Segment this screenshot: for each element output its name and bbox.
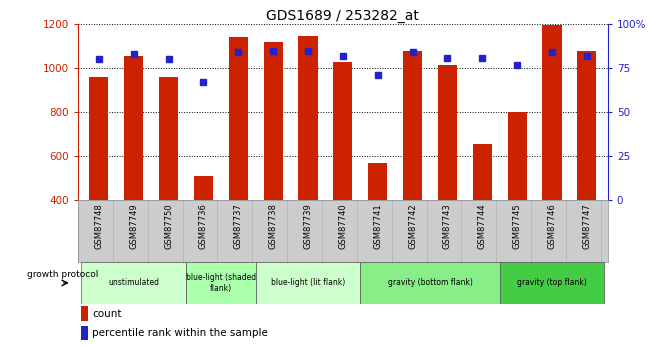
- Bar: [500, 262, 604, 304]
- Text: GSM87743: GSM87743: [443, 203, 452, 249]
- Bar: [89, 77, 109, 200]
- Text: GSM87746: GSM87746: [547, 203, 556, 249]
- Bar: [264, 42, 283, 200]
- Text: gravity (top flank): gravity (top flank): [517, 278, 587, 287]
- Bar: [186, 262, 255, 304]
- Text: GSM87741: GSM87741: [373, 203, 382, 249]
- Text: GSM87748: GSM87748: [94, 203, 103, 249]
- Text: GSM87737: GSM87737: [234, 203, 243, 249]
- Bar: [360, 262, 500, 304]
- Bar: [124, 56, 144, 200]
- Bar: [473, 144, 492, 200]
- Text: GSM87749: GSM87749: [129, 203, 138, 249]
- Bar: [438, 65, 457, 200]
- Title: GDS1689 / 253282_at: GDS1689 / 253282_at: [266, 9, 419, 23]
- Text: blue-light (shaded
flank): blue-light (shaded flank): [186, 273, 256, 293]
- Bar: [403, 51, 422, 200]
- Text: GSM87750: GSM87750: [164, 203, 173, 249]
- Bar: [194, 176, 213, 200]
- Bar: [81, 306, 88, 321]
- Bar: [542, 25, 562, 200]
- Text: percentile rank within the sample: percentile rank within the sample: [92, 328, 268, 338]
- Text: GSM87744: GSM87744: [478, 203, 487, 249]
- Bar: [81, 326, 88, 340]
- Bar: [159, 77, 178, 200]
- Text: GSM87747: GSM87747: [582, 203, 592, 249]
- Text: count: count: [92, 309, 122, 319]
- Bar: [229, 37, 248, 200]
- Bar: [577, 51, 597, 200]
- Bar: [255, 262, 360, 304]
- Text: GSM87739: GSM87739: [304, 203, 313, 249]
- Text: unstimulated: unstimulated: [109, 278, 159, 287]
- Text: growth protocol: growth protocol: [27, 270, 99, 279]
- Bar: [333, 61, 352, 200]
- Text: GSM87736: GSM87736: [199, 203, 208, 249]
- Text: GSM87745: GSM87745: [513, 203, 522, 249]
- Text: GSM87740: GSM87740: [339, 203, 347, 249]
- Bar: [298, 36, 318, 200]
- Text: gravity (bottom flank): gravity (bottom flank): [387, 278, 473, 287]
- Bar: [81, 262, 186, 304]
- Bar: [508, 112, 526, 200]
- Text: GSM87742: GSM87742: [408, 203, 417, 249]
- Text: GSM87738: GSM87738: [268, 203, 278, 249]
- Bar: [368, 163, 387, 200]
- Text: blue-light (lit flank): blue-light (lit flank): [271, 278, 345, 287]
